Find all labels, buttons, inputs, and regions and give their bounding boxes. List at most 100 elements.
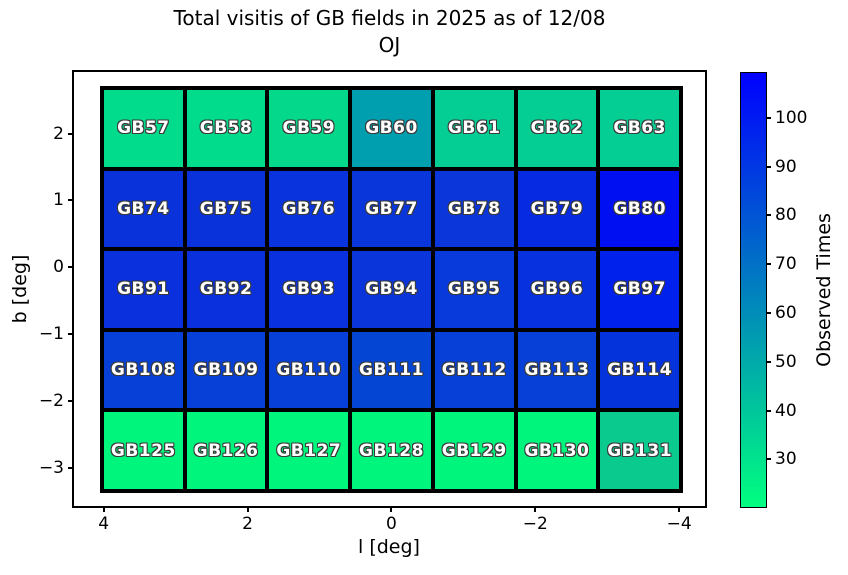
x-tick-mark <box>246 506 249 512</box>
heatmap-cell-gb131: GB131 <box>600 412 679 489</box>
cell-label: GB96 <box>530 279 584 300</box>
heatmap-cell-gb75: GB75 <box>186 170 266 248</box>
cell-label: GB57 <box>117 118 170 139</box>
heatmap-cell-gb60: GB60 <box>352 90 431 167</box>
y-tick-mark <box>68 399 74 402</box>
colorbar-tick-label: 70 <box>775 254 797 275</box>
cell-label: GB95 <box>447 279 501 300</box>
heatmap-cell-gb127: GB127 <box>269 412 349 489</box>
cell-label: GB113 <box>524 360 590 381</box>
heatmap-cell-gb77: GB77 <box>352 170 431 248</box>
colorbar-tick-mark <box>766 409 771 412</box>
cell-label: GB110 <box>276 360 342 381</box>
y-tick-mark <box>68 466 74 469</box>
cell-label: GB130 <box>524 440 590 461</box>
heatmap-cell-gb74: GB74 <box>104 170 183 248</box>
x-tick-label: −4 <box>666 514 692 534</box>
cell-label: GB80 <box>613 198 666 219</box>
cell-label: GB91 <box>117 279 170 300</box>
cell-label: GB94 <box>365 279 418 300</box>
cell-label: GB77 <box>365 198 418 219</box>
heatmap-cell-gb113: GB113 <box>517 331 597 409</box>
cell-label: GB58 <box>199 118 253 139</box>
colorbar-tick-mark <box>766 312 771 314</box>
chart-title-line1: Total visitis of GB fields in 2025 as of… <box>173 6 606 30</box>
colorbar-tick-mark <box>766 458 771 461</box>
cell-label: GB63 <box>613 118 666 139</box>
colorbar-tick-label: 60 <box>775 303 797 323</box>
heatmap-cell-gb111: GB111 <box>352 331 431 409</box>
cell-label: GB127 <box>276 440 342 461</box>
x-tick-mark <box>678 506 681 512</box>
colorbar-tick-mark <box>766 263 771 266</box>
cell-label: GB79 <box>530 198 584 219</box>
colorbar-tick-label: 40 <box>775 400 797 421</box>
y-tick-label: 0 <box>53 257 64 278</box>
plot-area: GB57 GB58 GB59 GB60 GB61 GB62 GB63 GB74 GB75 GB76… <box>39 70 707 534</box>
y-tick-mark <box>68 199 74 202</box>
heatmap-grid: GB57 GB58 GB59 GB60 GB61 GB62 GB63 GB74 GB75 GB76… <box>100 86 683 493</box>
heatmap-cell-gb94: GB94 <box>352 251 431 328</box>
heatmap-cell-gb61: GB61 <box>434 90 514 167</box>
y-tick-label: −2 <box>38 390 64 411</box>
cell-label: GB131 <box>607 440 673 461</box>
heatmap-cell-gb109: GB109 <box>186 331 266 409</box>
cell-label: GB112 <box>441 360 507 381</box>
y-tick-label: 2 <box>53 123 64 144</box>
y-tick-label: −3 <box>38 457 64 478</box>
heatmap-cell-gb126: GB126 <box>186 412 266 489</box>
heatmap-cell-gb76: GB76 <box>269 170 349 248</box>
heatmap-cell-gb80: GB80 <box>600 170 679 248</box>
cell-label: GB93 <box>282 279 336 300</box>
y-tick-label: 1 <box>53 190 64 211</box>
cell-label: GB109 <box>193 360 259 381</box>
heatmap-cell-gb58: GB58 <box>186 90 266 167</box>
cell-label: GB92 <box>199 279 253 300</box>
heatmap-cell-gb95: GB95 <box>434 251 514 328</box>
heatmap-cell-gb108: GB108 <box>104 331 183 409</box>
cell-label: GB128 <box>359 440 424 461</box>
cell-label: GB76 <box>282 198 336 219</box>
colorbar-tick-label: 30 <box>775 449 797 470</box>
cell-label: GB125 <box>110 440 176 461</box>
y-tick-mark <box>68 132 74 135</box>
x-tick-label: 0 <box>385 514 397 534</box>
cell-label: GB59 <box>282 118 336 139</box>
cell-label: GB129 <box>441 440 507 461</box>
heatmap-cell-gb63: GB63 <box>600 90 679 167</box>
cell-label: GB60 <box>365 118 418 139</box>
chart-title-line2: OJ <box>378 33 401 57</box>
x-tick-mark <box>390 506 393 512</box>
cell-label: GB75 <box>199 198 253 219</box>
y-axis-label: b [deg] <box>9 254 31 324</box>
colorbar: 100 90 80 70 60 50 40 30 Observed Times <box>740 72 835 508</box>
colorbar-tick-label: 50 <box>775 351 797 372</box>
heatmap-cell-gb62: GB62 <box>517 90 597 167</box>
heatmap-cell-gb128: GB128 <box>352 412 431 489</box>
heatmap-cell-gb130: GB130 <box>517 412 597 489</box>
x-tick-mark <box>534 506 537 512</box>
heatmap-cell-gb110: GB110 <box>269 331 349 409</box>
heatmap-cell-gb59: GB59 <box>269 90 349 167</box>
cell-label: GB126 <box>193 440 259 461</box>
heatmap-cell-gb114: GB114 <box>600 331 679 409</box>
heatmap-cell-gb79: GB79 <box>517 170 597 248</box>
colorbar-tick-mark <box>766 165 771 168</box>
x-tick-label: −2 <box>522 514 548 534</box>
cell-label: GB74 <box>117 198 170 219</box>
x-tick-mark <box>102 506 105 512</box>
heatmap-cell-gb96: GB96 <box>517 251 597 328</box>
heatmap-cell-gb91: GB91 <box>104 251 183 328</box>
colorbar-tick-mark <box>766 214 771 217</box>
cell-label: GB62 <box>530 118 584 139</box>
heatmap-cell-gb57: GB57 <box>104 90 183 167</box>
chart-title: Total visitis of GB fields in 2025 as of… <box>72 5 707 59</box>
x-tick-label: 2 <box>242 514 253 534</box>
cell-label: GB108 <box>110 360 176 381</box>
heatmap-cell-gb97: GB97 <box>600 251 679 328</box>
colorbar-tick-label: 100 <box>775 107 808 128</box>
colorbar-tick-mark <box>766 116 771 119</box>
y-tick-mark <box>68 333 74 336</box>
cell-label: GB111 <box>359 360 424 381</box>
